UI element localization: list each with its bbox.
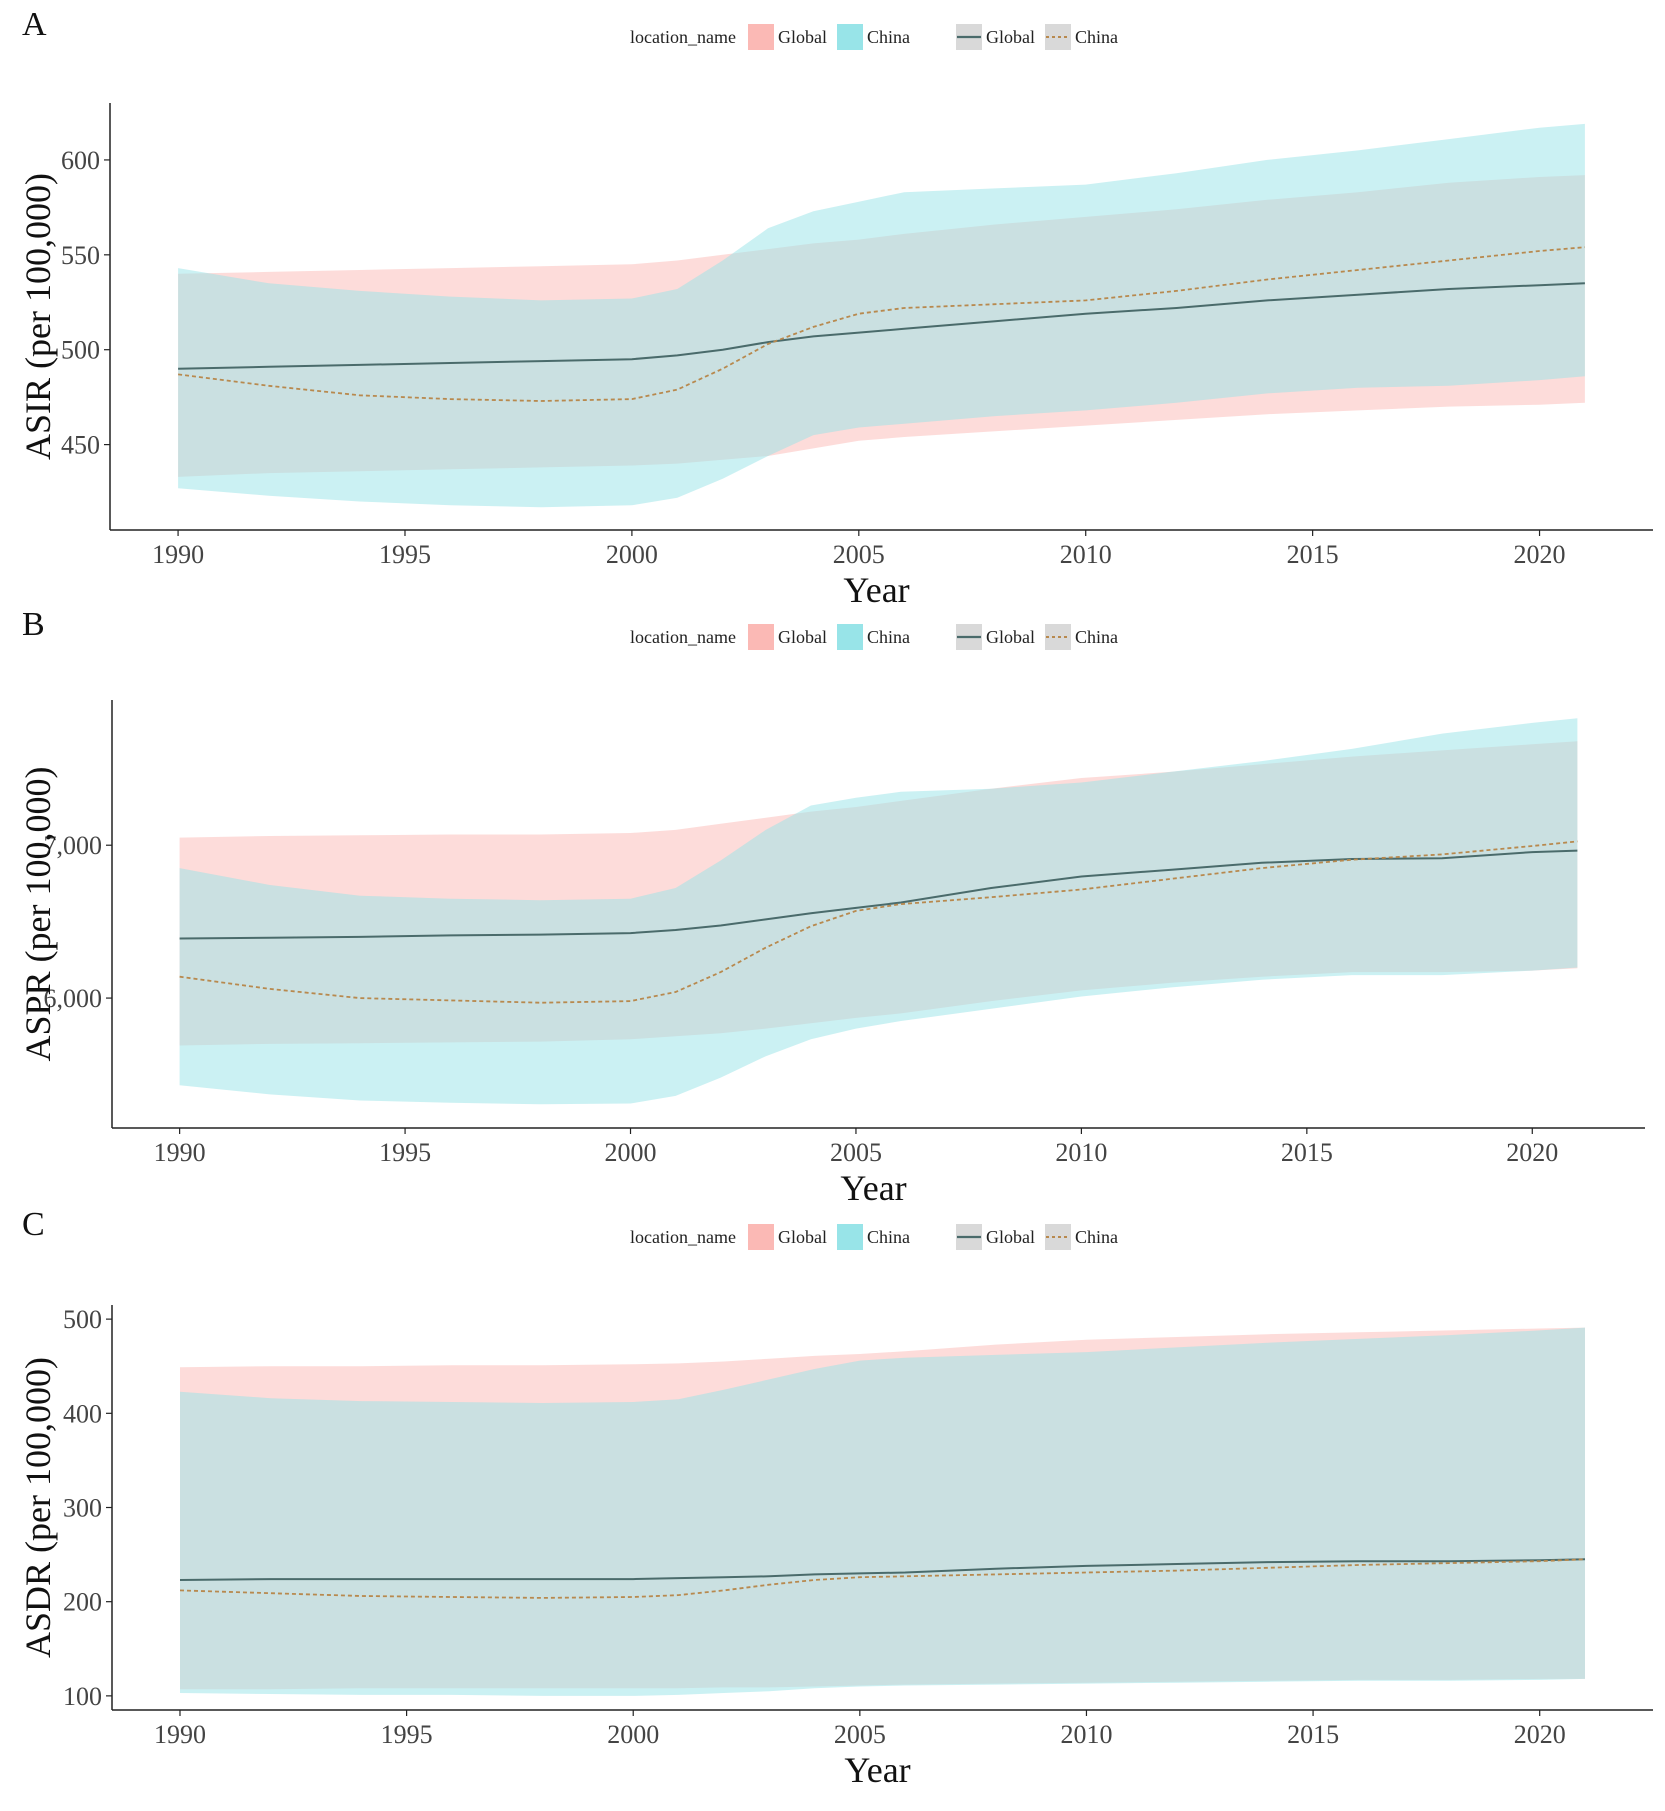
- legend-key-global-band: [747, 624, 774, 650]
- legend-key-china-band: [836, 624, 863, 650]
- legend: location_name Global China Global China: [630, 20, 1128, 54]
- x-axis-title: Year: [840, 1168, 906, 1208]
- y-axis-title: ASPR (per 100,000): [18, 767, 58, 1062]
- legend-label-china-band: China: [866, 26, 910, 47]
- china-mean-line: [177, 246, 1585, 402]
- legend-label-china-band: China: [866, 1226, 910, 1247]
- x-tick-label: 2010: [1060, 1720, 1112, 1749]
- y-tick-label: 400: [63, 1399, 102, 1428]
- legend-key-global-band: [747, 24, 774, 50]
- y-tick-label: 6,000: [44, 984, 103, 1013]
- china-mean-line: [179, 840, 1578, 1004]
- x-tick-label: 2000: [605, 1138, 657, 1167]
- legend: location_name Global China Global China: [630, 1220, 1128, 1254]
- legend-title: location_name: [630, 26, 736, 47]
- x-tick-label: 2005: [830, 1138, 882, 1167]
- x-tick-label: 2005: [834, 1720, 886, 1749]
- y-tick-label: 200: [63, 1588, 102, 1617]
- china-uncertainty-band: [178, 123, 1585, 508]
- global-mean-line: [178, 282, 1585, 370]
- panel-label: B: [22, 606, 45, 643]
- legend-key-global-line: [955, 24, 982, 50]
- x-tick-label: 2020: [1506, 1138, 1558, 1167]
- y-tick-label: 500: [61, 336, 100, 365]
- x-tick-label: 2020: [1514, 1720, 1566, 1749]
- legend-title: location_name: [630, 1226, 736, 1247]
- x-tick-label: 1990: [154, 1138, 206, 1167]
- x-tick-label: 1995: [379, 1138, 431, 1167]
- x-tick-label: 2015: [1287, 540, 1339, 569]
- legend-label-global-line: Global: [985, 26, 1035, 47]
- chart-a: 1990 1995 2000 2005 2010 2015 2020 450 500 550 600…: [18, 103, 1653, 610]
- legend-key-global-line: [955, 624, 982, 650]
- legend-label-china-line: China: [1074, 1226, 1118, 1247]
- panel-c: C location_name Global China Global Chin…: [0, 1200, 1665, 1811]
- x-axis-title: Year: [843, 570, 909, 610]
- legend-key-china-band: [836, 1224, 863, 1250]
- x-tick-label: 1990: [154, 1720, 206, 1749]
- chart-c: 1990 1995 2000 2005 2010 2015 2020 100 200 300 400…: [18, 1305, 1653, 1790]
- x-axis-title: Year: [844, 1750, 910, 1790]
- legend-label-global-band: Global: [777, 26, 827, 47]
- x-tick-label: 2015: [1281, 1138, 1333, 1167]
- legend-key-global-line: [955, 1224, 982, 1250]
- y-axis-title: ASDR (per 100,000): [18, 1357, 58, 1658]
- legend-label-global-line: Global: [985, 1226, 1035, 1247]
- legend-label-global-band: Global: [777, 1226, 827, 1247]
- chart-b: 1990 1995 2000 2005 2010 2015 2020 6,000 7,000 Ye…: [18, 700, 1645, 1208]
- global-mean-line: [179, 1558, 1586, 1581]
- legend-label-global-line: Global: [985, 626, 1035, 647]
- x-tick-label: 2015: [1287, 1720, 1339, 1749]
- y-tick-label: 500: [63, 1305, 102, 1334]
- legend-key-global-band: [747, 1224, 774, 1250]
- legend-key-china-band: [836, 24, 863, 50]
- y-tick-label: 300: [63, 1494, 102, 1523]
- panel-b: B location_name Global China Global Chin…: [0, 600, 1665, 1208]
- china-mean-line: [179, 1558, 1586, 1599]
- x-tick-label: 1995: [379, 540, 431, 569]
- y-tick-label: 550: [61, 241, 100, 270]
- x-tick-label: 2000: [606, 540, 658, 569]
- china-uncertainty-band: [179, 718, 1578, 1105]
- china-uncertainty-band: [180, 1327, 1585, 1696]
- legend-key-china-line: [1044, 624, 1071, 650]
- x-tick-label: 1995: [381, 1720, 433, 1749]
- x-tick-label: 2010: [1060, 540, 1112, 569]
- legend-title: location_name: [630, 626, 736, 647]
- y-tick-label: 600: [61, 146, 100, 175]
- x-tick-label: 2000: [607, 1720, 659, 1749]
- legend-key-china-line: [1044, 24, 1071, 50]
- x-tick-label: 2020: [1514, 540, 1566, 569]
- legend-label-china-line: China: [1074, 26, 1118, 47]
- legend-label-china-line: China: [1074, 626, 1118, 647]
- legend-key-china-line: [1044, 1224, 1071, 1250]
- x-tick-label: 1990: [152, 540, 204, 569]
- y-tick-label: 450: [61, 431, 100, 460]
- panel-a: A location_name Global China Global Chin…: [0, 0, 1665, 610]
- legend-label-china-band: China: [866, 626, 910, 647]
- x-tick-label: 2010: [1055, 1138, 1107, 1167]
- global-mean-line: [179, 849, 1578, 940]
- x-tick-label: 2005: [833, 540, 885, 569]
- y-tick-label: 100: [63, 1682, 102, 1711]
- panel-label: C: [22, 1206, 45, 1243]
- legend: location_name Global China Global China: [630, 620, 1128, 654]
- panel-label: A: [22, 6, 47, 43]
- legend-label-global-band: Global: [777, 626, 827, 647]
- y-axis-title: ASIR (per 100,000): [18, 173, 58, 460]
- y-tick-label: 7,000: [44, 831, 103, 860]
